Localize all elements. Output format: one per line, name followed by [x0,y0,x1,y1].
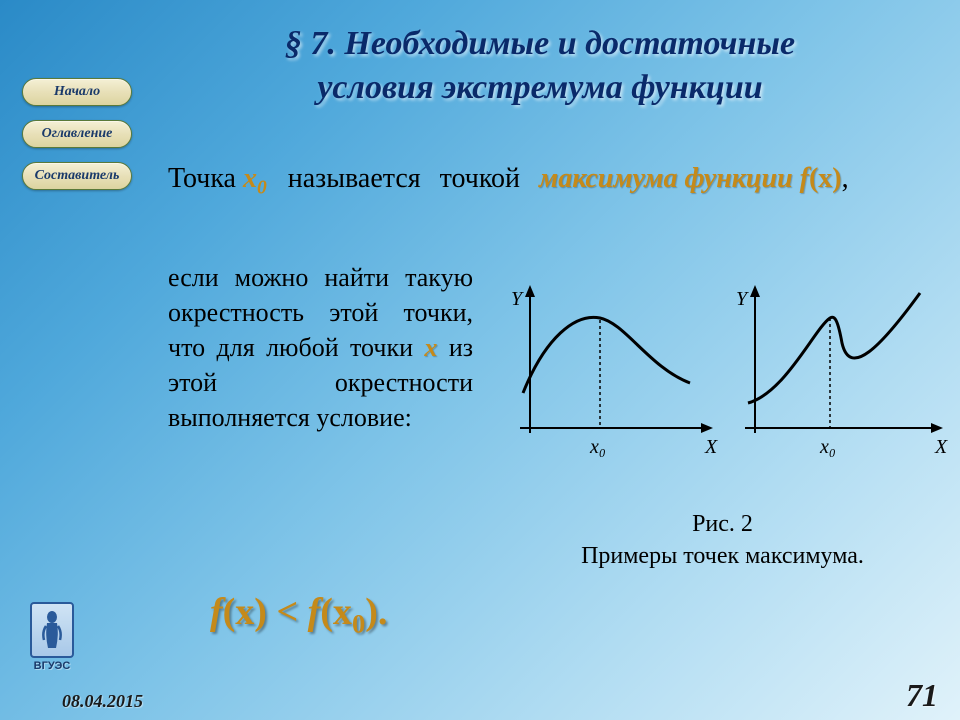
title-line2: условия экстремума функции [317,69,762,106]
formula: f(x) < f(x0). [210,590,387,640]
logo-image [30,602,74,658]
chart-2: Y X x₀ [736,285,948,458]
title-line1: § 7. Необходимые и достаточные [285,25,795,62]
chart-svg: Y X x₀ Y X x₀ [495,275,950,510]
chart2-y-label: Y [736,288,749,310]
chart2-x0-label: x₀ [819,436,836,458]
chart2-x-label: X [934,436,948,458]
paragraph-2: если можно найти такую окрестность этой … [168,260,473,435]
chart1-x-label: X [704,436,718,458]
chart1-x0-label: x₀ [589,436,606,458]
nav-author-button[interactable]: Составитель [22,162,132,190]
p1-a: Точка [168,163,243,194]
slide-date: 08.04.2015 [62,691,143,712]
p1-highlight: максимума функции f(x) [539,163,842,194]
page-number: 71 [906,677,938,714]
p1-b: называется точкой [288,163,539,194]
nav-toc-label: Оглавление [42,126,113,142]
figure-number: Рис. 2 [495,511,950,538]
paragraph-1: Точка x0 называется точкой максимума фун… [168,160,938,202]
figure: Y X x₀ Y X x₀ [495,275,950,570]
nav-toc-button[interactable]: Оглавление [22,120,132,148]
logo-figure-icon [39,610,65,650]
chart-1: Y X x₀ [511,285,718,458]
nav-start-label: Начало [54,84,100,100]
p2-x: x [424,333,437,362]
page-title: § 7. Необходимые и достаточные условия э… [150,22,930,110]
p1-x0: x0 [243,163,267,194]
sidebar: Начало Оглавление Составитель ВГУЭС [0,0,150,720]
content: § 7. Необходимые и достаточные условия э… [150,0,960,720]
logo: ВГУЭС [28,602,76,680]
chart1-y-label: Y [511,288,524,310]
figure-caption: Примеры точек максимума. [495,543,950,570]
nav-author-label: Составитель [35,168,120,184]
nav-start-button[interactable]: Начало [22,78,132,106]
logo-text: ВГУЭС [34,660,71,672]
slide: Начало Оглавление Составитель ВГУЭС § 7.… [0,0,960,720]
